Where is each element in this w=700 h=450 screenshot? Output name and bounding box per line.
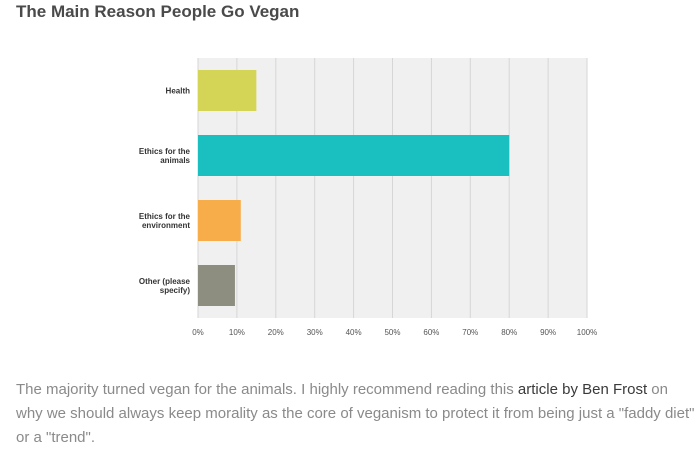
bars xyxy=(198,70,510,306)
x-tick-label: 90% xyxy=(540,328,556,337)
x-tick-label: 60% xyxy=(423,328,439,337)
category-label: Other (please xyxy=(139,277,191,286)
paragraph-text-start: The majority turned vegan for the animal… xyxy=(16,381,518,398)
category-label: Ethics for the xyxy=(139,212,191,221)
bar xyxy=(198,200,241,241)
article-heading: The Main Reason People Go Vegan xyxy=(16,2,300,21)
category-label: Ethics for the xyxy=(139,147,191,156)
x-tick-label: 50% xyxy=(384,328,400,337)
x-tick-label: 40% xyxy=(346,328,362,337)
article-link[interactable]: article by Ben Frost xyxy=(517,381,648,398)
category-label: specify) xyxy=(160,286,191,295)
category-label: environment xyxy=(142,221,190,230)
article-paragraph: The majority turned vegan for the animal… xyxy=(16,378,696,450)
x-tick-label: 20% xyxy=(268,328,284,337)
x-tick-label: 70% xyxy=(462,328,478,337)
category-label: animals xyxy=(160,156,190,165)
bar xyxy=(198,265,235,306)
bar xyxy=(198,70,257,111)
x-tick-label: 80% xyxy=(501,328,517,337)
x-axis-ticks: 0% 10% 20% 30% 40% 50% 60% 70% 80% 90% 100% xyxy=(192,328,597,337)
x-tick-label: 100% xyxy=(577,328,597,337)
x-tick-label: 30% xyxy=(307,328,323,337)
bar xyxy=(198,135,510,176)
x-tick-label: 10% xyxy=(229,328,245,337)
category-label: Health xyxy=(166,87,191,96)
x-tick-label: 0% xyxy=(192,328,204,337)
